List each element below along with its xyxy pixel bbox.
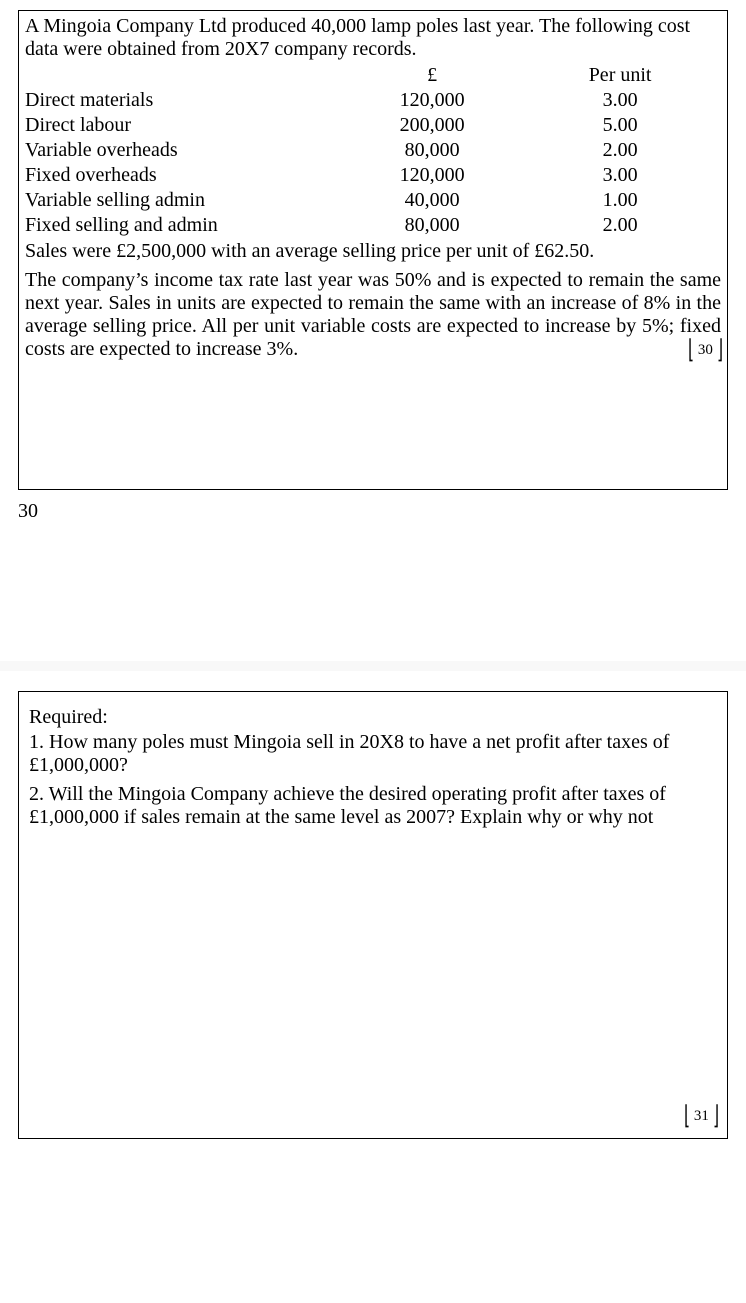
problem-box: A Mingoia Company Ltd produced 40,000 la… bbox=[18, 10, 728, 490]
table-row: Direct labour 200,000 5.00 bbox=[25, 113, 721, 138]
row-label: Direct materials bbox=[25, 88, 345, 113]
row-unit: 5.00 bbox=[519, 113, 721, 138]
row-amount: 120,000 bbox=[345, 163, 519, 188]
row-label: Variable overheads bbox=[25, 138, 345, 163]
header-amount: £ bbox=[345, 63, 519, 88]
page-num-value: 31 bbox=[692, 1108, 711, 1125]
table-row: Fixed selling and admin 80,000 2.00 bbox=[25, 213, 721, 238]
question-1: 1. How many poles must Mingoia sell in 2… bbox=[29, 731, 717, 777]
table-header-row: £ Per unit bbox=[25, 63, 721, 88]
bracket-left-icon: ⌊ bbox=[688, 337, 694, 363]
row-unit: 2.00 bbox=[519, 138, 721, 163]
row-amount: 120,000 bbox=[345, 88, 519, 113]
bracket-left-icon: ⌊ bbox=[684, 1103, 690, 1129]
row-amount: 80,000 bbox=[345, 213, 519, 238]
row-label: Fixed selling and admin bbox=[25, 213, 345, 238]
row-unit: 2.00 bbox=[519, 213, 721, 238]
bracket-right-icon: ⌋ bbox=[713, 1103, 719, 1129]
header-unit: Per unit bbox=[519, 63, 721, 88]
page-number-bottom: 30 bbox=[18, 500, 728, 523]
row-label: Direct labour bbox=[25, 113, 345, 138]
table-row: Direct materials 120,000 3.00 bbox=[25, 88, 721, 113]
page-1: A Mingoia Company Ltd produced 40,000 la… bbox=[0, 0, 746, 553]
row-amount: 80,000 bbox=[345, 138, 519, 163]
cost-table: £ Per unit Direct materials 120,000 3.00… bbox=[25, 63, 721, 238]
row-unit: 3.00 bbox=[519, 163, 721, 188]
row-unit: 3.00 bbox=[519, 88, 721, 113]
page-number-inline: ⌊ 30 ⌋ bbox=[686, 337, 725, 364]
bracket-right-icon: ⌋ bbox=[717, 337, 723, 363]
row-unit: 1.00 bbox=[519, 188, 721, 213]
required-box: Required: 1. How many poles must Mingoia… bbox=[18, 691, 728, 1139]
page-2: Required: 1. How many poles must Mingoia… bbox=[0, 671, 746, 1169]
table-row: Variable overheads 80,000 2.00 bbox=[25, 138, 721, 163]
row-amount: 200,000 bbox=[345, 113, 519, 138]
row-label: Fixed overheads bbox=[25, 163, 345, 188]
sales-line: Sales were £2,500,000 with an average se… bbox=[25, 240, 721, 263]
page-divider bbox=[0, 661, 746, 671]
narrative-text: The company’s income tax rate last year … bbox=[25, 269, 721, 361]
required-heading: Required: bbox=[29, 706, 717, 729]
intro-text: A Mingoia Company Ltd produced 40,000 la… bbox=[25, 15, 721, 61]
row-label: Variable selling admin bbox=[25, 188, 345, 213]
table-row: Variable selling admin 40,000 1.00 bbox=[25, 188, 721, 213]
page-number-bottom-right: ⌊ 31 ⌋ bbox=[682, 1103, 721, 1130]
page-num-value: 30 bbox=[696, 342, 715, 359]
row-amount: 40,000 bbox=[345, 188, 519, 213]
header-blank bbox=[25, 63, 345, 88]
question-2: 2. Will the Mingoia Company achieve the … bbox=[29, 783, 717, 829]
table-row: Fixed overheads 120,000 3.00 bbox=[25, 163, 721, 188]
